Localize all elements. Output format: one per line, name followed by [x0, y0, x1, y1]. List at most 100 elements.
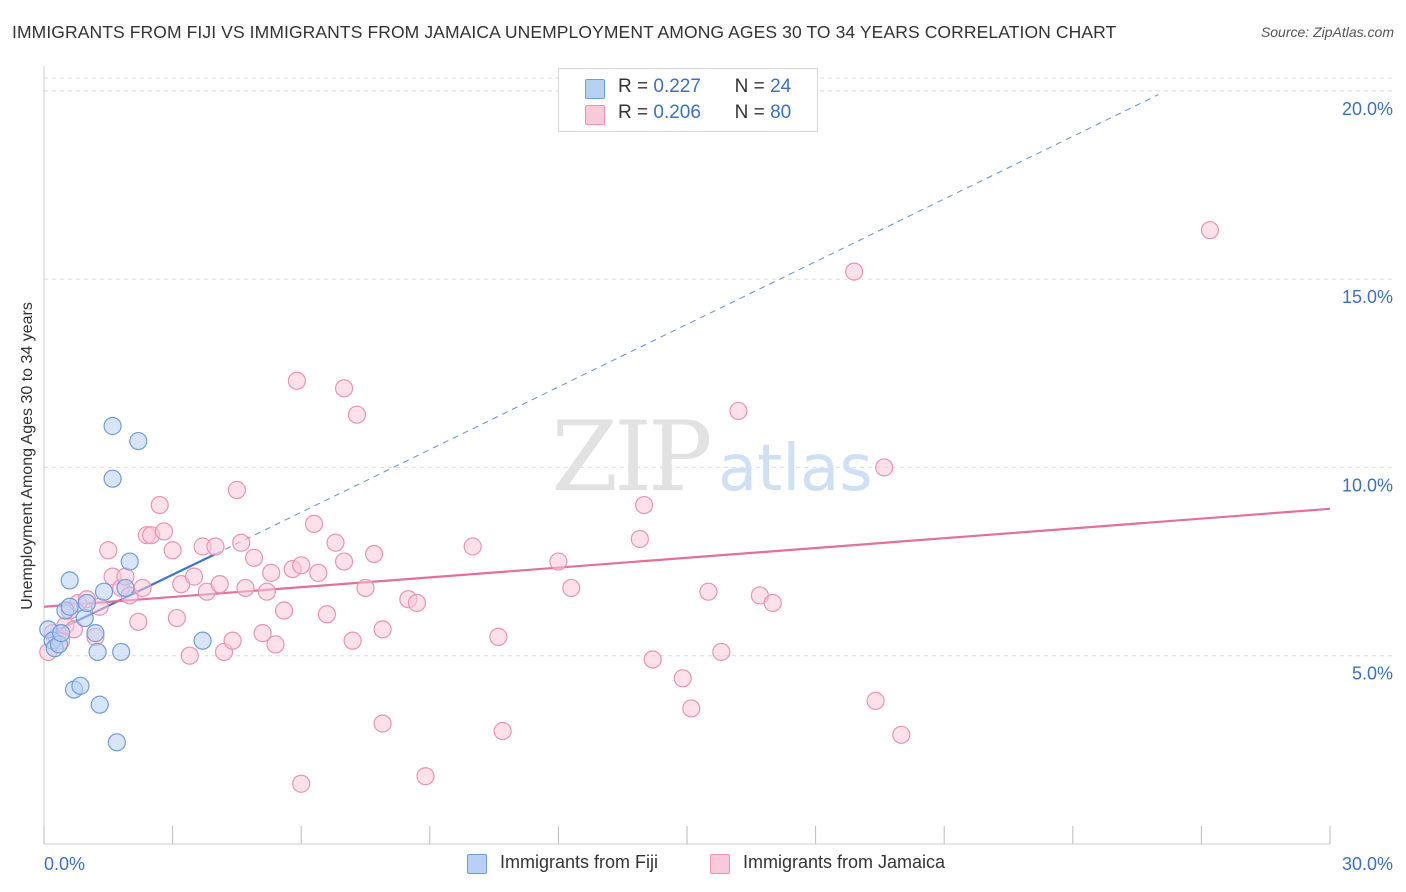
jamaica-point [763, 593, 782, 613]
fiji-point [107, 733, 126, 752]
n-value: 80 [770, 102, 792, 123]
legend-swatch-fiji [467, 854, 487, 874]
legend-stats-jamaica: R = 0.206 N = 80 [618, 102, 791, 124]
jamaica-point [892, 725, 911, 744]
source-credit: Source: ZipAtlas.com [1260, 24, 1394, 40]
jamaica-point [866, 691, 885, 710]
jamaica-point [373, 714, 392, 733]
jamaica-point [356, 578, 375, 598]
jamaica-point [274, 601, 294, 620]
x-tick-label: 30.0% [1342, 854, 1393, 874]
watermark-atlas: atlas [718, 432, 873, 506]
trend-layer [43, 94, 1331, 638]
fiji-point [129, 431, 148, 451]
r-value: 0.206 [653, 102, 701, 123]
jamaica-point [304, 514, 324, 534]
fiji-point [60, 597, 79, 616]
jamaica-point [682, 699, 701, 718]
jamaica-point [129, 612, 148, 631]
tick-label-layer: 5.0% 10.0% 15.0% 20.0% 0.0% 30.0% [44, 99, 1393, 874]
jamaica-point [875, 458, 894, 477]
jamaica-point [549, 552, 568, 571]
jamaica-point [163, 541, 182, 560]
jamaica-point [292, 556, 311, 575]
axis-layer [43, 66, 1331, 845]
legend-swatch-fiji [585, 79, 605, 99]
fiji-point [193, 631, 212, 650]
y-axis-label: Unemployment Among Ages 30 to 34 years [19, 302, 36, 610]
y-tick-label: 20.0% [1342, 99, 1393, 119]
stats-legend: R = 0.227 N = 24 R = 0.206 N = 80 [558, 68, 818, 132]
jamaica-point [630, 529, 649, 549]
jamaica-point [262, 563, 281, 582]
jamaica-point [150, 495, 169, 515]
jamaica-point [180, 646, 199, 665]
jamaica-point [309, 563, 328, 582]
jamaica-point [334, 379, 354, 398]
jamaica-point [223, 631, 242, 650]
jamaica-point [1200, 221, 1220, 240]
watermark: ZIP atlas [551, 401, 872, 513]
fiji-point [103, 416, 122, 436]
y-tick-label: 10.0% [1342, 475, 1393, 495]
fiji-point [116, 578, 135, 598]
n-label: N = [734, 76, 765, 97]
series-legend: Immigrants from Fiji Immigrants from Jam… [0, 852, 1406, 878]
chart-title: IMMIGRANTS FROM FIJI VS IMMIGRANTS FROM … [12, 22, 1117, 42]
jamaica-point [236, 578, 255, 598]
jamaica-point [712, 642, 731, 662]
jamaica-point [643, 650, 662, 669]
fiji-trend-extension [215, 94, 1159, 555]
jamaica-point [287, 371, 307, 390]
jamaica-point [317, 605, 337, 624]
jamaica-point [673, 669, 692, 688]
x-tick-label: 0.0% [44, 854, 85, 874]
jamaica-point [493, 721, 512, 741]
fiji-point [71, 676, 90, 695]
r-value: 0.227 [653, 76, 701, 97]
jamaica-point [257, 582, 277, 601]
jamaica-point [133, 578, 152, 598]
legend-swatch-jamaica [585, 105, 605, 125]
jamaica-point [184, 567, 204, 586]
jamaica-point [729, 401, 748, 421]
y-tick-label: 15.0% [1342, 287, 1393, 307]
fiji-point [77, 593, 96, 613]
jamaica-point [167, 608, 186, 628]
jamaica-point [407, 593, 427, 613]
n-value: 24 [770, 76, 792, 97]
jamaica-trend-line [43, 507, 1331, 608]
jamaica-point [227, 480, 246, 500]
jamaica-point [253, 624, 272, 643]
jamaica-point [210, 575, 229, 594]
jamaica-point [699, 582, 718, 601]
jamaica-point [562, 578, 581, 598]
jamaica-point [326, 533, 345, 552]
fiji-point [86, 624, 105, 643]
jamaica-point [232, 533, 251, 552]
fiji-point [94, 582, 114, 601]
legend-swatch-jamaica [710, 854, 730, 874]
jamaica-point [292, 774, 311, 793]
jamaica-point [99, 541, 118, 560]
legend-stats-fiji: R = 0.227 N = 24 [618, 76, 791, 98]
legend-label-jamaica: Immigrants from Jamaica [743, 852, 946, 872]
jamaica-point [364, 544, 384, 564]
jamaica-point [343, 631, 362, 650]
grid-layer [44, 77, 1392, 657]
jamaica-point [334, 552, 354, 571]
jamaica-point [635, 495, 654, 515]
fiji-point [103, 469, 122, 488]
jamaica-point [244, 548, 264, 567]
fiji-point [90, 695, 109, 714]
jamaica-point [373, 620, 392, 639]
jamaica-point [845, 262, 864, 281]
n-label: N = [734, 102, 765, 123]
jamaica-point [154, 522, 174, 541]
fiji-point [52, 624, 71, 643]
fiji-point [112, 642, 131, 662]
fiji-point [75, 608, 94, 628]
y-tick-label: 5.0% [1352, 664, 1393, 684]
r-label: R = [618, 76, 649, 97]
